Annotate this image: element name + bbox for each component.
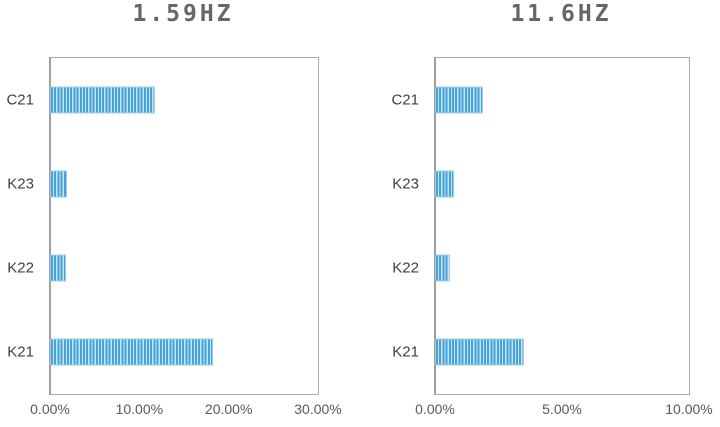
bar-k21 (50, 338, 213, 366)
x-axis-ticks: 0.00% 10.00% 20.00% 30.00% (30, 394, 342, 420)
bar-k22 (435, 254, 451, 282)
bar-k21 (435, 338, 524, 366)
bar-chart-11-6hz: 11.6HZ C21 K23 K22 K21 0.00% 5.00% 10.00% (360, 0, 720, 427)
x-axis-ticks: 0.00% 5.00% 10.00% (415, 394, 713, 420)
category-label: K23 (392, 175, 419, 193)
category-label: K23 (7, 175, 34, 193)
x-tick-label: 30.00% (294, 401, 342, 417)
chart-row-k23: K23 (392, 142, 689, 226)
chart-row-k22: K22 (7, 226, 318, 310)
y-axis-line (434, 57, 436, 395)
bar-chart-1-59hz: 1.59HZ C21 K23 K22 K21 0.00% 10.00% 20.00% 30.0… (6, 1, 342, 417)
category-label: K21 (7, 343, 34, 361)
y-axis-line (49, 57, 51, 395)
chart-row-k21: K21 (392, 310, 689, 394)
plot-area: C21 K23 K22 K21 0.00% 5.00% 10.00% (391, 57, 713, 417)
chart-title: 11.6HZ (510, 1, 612, 27)
category-label: C21 (391, 91, 419, 109)
bar-k23 (435, 170, 455, 198)
bar-c21 (435, 86, 484, 114)
chart-row-k22: K22 (392, 226, 689, 310)
x-tick-label: 0.00% (30, 401, 70, 417)
bar-k22 (50, 254, 67, 282)
category-label: C21 (6, 91, 34, 109)
chart-row-c21: C21 (6, 58, 318, 142)
x-tick-label: 20.00% (204, 401, 253, 417)
chart-row-c21: C21 (391, 58, 689, 142)
x-tick-label: 10.00% (665, 401, 713, 417)
chart-title: 1.59HZ (132, 1, 234, 27)
x-tick-label: 5.00% (542, 401, 582, 417)
bar-c21 (50, 86, 156, 114)
bar-k23 (50, 170, 67, 198)
chart-row-k21: K21 (7, 310, 318, 394)
x-tick-label: 10.00% (115, 401, 164, 417)
category-label: K21 (392, 343, 419, 361)
category-label: K22 (392, 259, 419, 277)
category-label: K22 (7, 259, 34, 277)
x-tick-label: 0.00% (415, 401, 455, 417)
plot-area: C21 K23 K22 K21 0.00% 10.00% 20.00% 30.00% (6, 57, 342, 417)
chart-row-k23: K23 (7, 142, 318, 226)
